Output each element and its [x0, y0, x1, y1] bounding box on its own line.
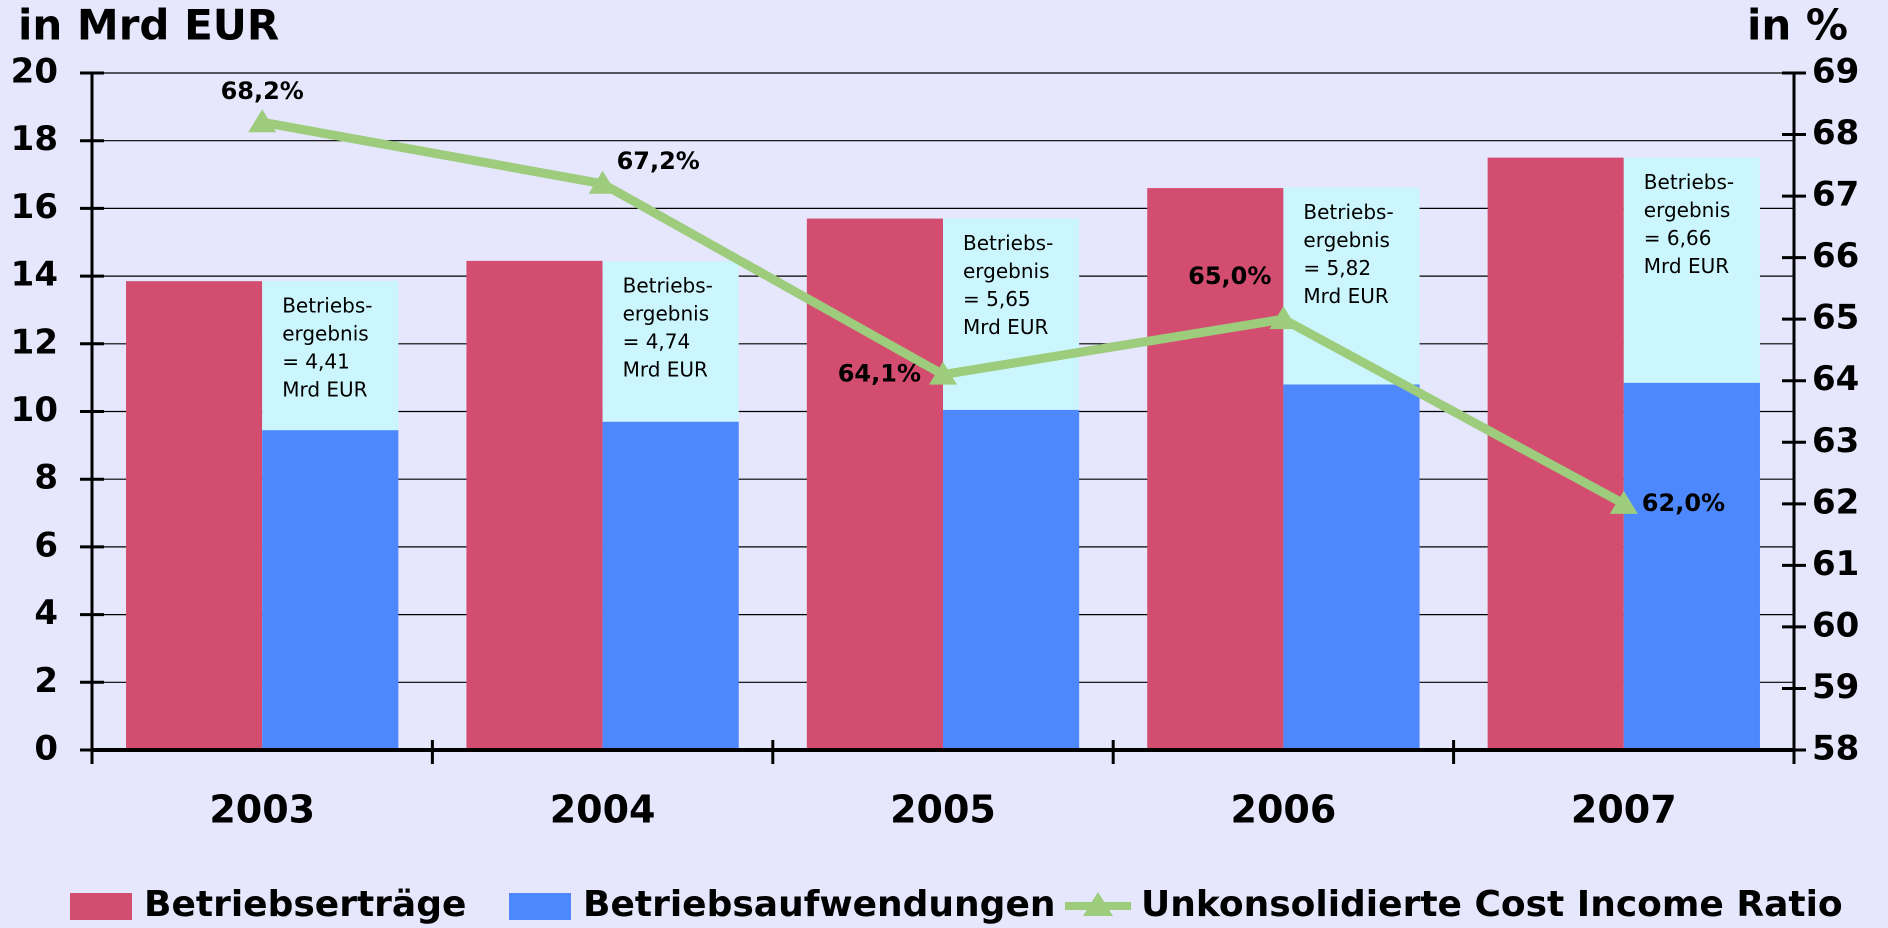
bar — [262, 430, 399, 750]
y-tick-label: 0 — [34, 729, 58, 769]
segment-label: Mrd EUR — [282, 377, 367, 401]
x-tick-label: 2005 — [890, 788, 996, 832]
stacked-segment — [943, 218, 1080, 410]
segment-label: Betriebs- — [1644, 170, 1734, 194]
segment-label: Mrd EUR — [623, 358, 708, 382]
y2-tick-label: 60 — [1812, 605, 1859, 645]
segment-label: = 5,82 — [1303, 256, 1371, 280]
x-tick-label: 2006 — [1231, 788, 1337, 832]
y-tick-label: 14 — [11, 255, 58, 295]
data-label: 64,1% — [838, 360, 921, 388]
line-marker — [929, 361, 957, 385]
stacked-segment — [602, 261, 739, 422]
legend-label: Betriebsaufwendungen — [583, 884, 1056, 925]
bar — [126, 281, 263, 750]
segment-label: Betriebs- — [623, 274, 713, 298]
data-label: 68,2% — [221, 77, 304, 105]
segment-label: Betriebs- — [282, 293, 372, 317]
bar — [806, 218, 943, 750]
y2-tick-label: 69 — [1812, 52, 1859, 92]
bar — [1147, 188, 1284, 751]
segment-label: ergebnis — [282, 321, 369, 345]
y-tick-label: 16 — [11, 187, 58, 227]
y-tick-label: 18 — [11, 119, 58, 159]
y2-tick-label: 63 — [1812, 421, 1859, 461]
bar — [602, 421, 739, 750]
y-tick-label: 10 — [11, 390, 58, 430]
y2-axis-label: in % — [1747, 1, 1848, 50]
y-tick-label: 8 — [34, 458, 58, 498]
line-marker — [1269, 306, 1298, 330]
y2-tick-label: 58 — [1812, 729, 1859, 769]
y-axis-label: in Mrd EUR — [18, 1, 279, 50]
y2-tick-label: 62 — [1812, 482, 1859, 522]
y2-tick-label: 59 — [1812, 667, 1859, 707]
segment-label: ergebnis — [1644, 198, 1731, 222]
data-label: 67,2% — [617, 147, 700, 175]
bar — [1487, 157, 1624, 750]
bar — [1283, 384, 1420, 750]
line-marker — [1609, 490, 1638, 514]
bar — [1623, 382, 1760, 750]
y2-tick-label: 66 — [1812, 236, 1859, 276]
segment-label: ergebnis — [1303, 228, 1390, 252]
legend-label: Betriebserträge — [144, 884, 466, 925]
segment-label: = 5,65 — [963, 287, 1031, 311]
y-tick-label: 2 — [34, 661, 58, 701]
segment-label: Betriebs- — [1303, 200, 1393, 224]
legend-swatch — [70, 893, 132, 920]
segment-label: ergebnis — [623, 302, 710, 326]
segment-label: Mrd EUR — [1303, 284, 1388, 308]
segment-label: ergebnis — [963, 259, 1050, 283]
legend-label: Unkonsolidierte Cost Income Ratio — [1141, 884, 1843, 925]
x-tick-label: 2004 — [550, 788, 656, 832]
y2-tick-label: 68 — [1812, 113, 1859, 153]
segment-label: Betriebs- — [963, 231, 1053, 255]
x-tick-label: 2003 — [209, 788, 315, 832]
segment-label: Mrd EUR — [1644, 254, 1729, 278]
bar — [943, 409, 1080, 750]
y2-tick-label: 67 — [1812, 175, 1859, 215]
segment-label: = 4,74 — [623, 330, 691, 354]
segment-label: Mrd EUR — [963, 315, 1048, 339]
y-tick-label: 6 — [34, 525, 58, 565]
stacked-segment — [1623, 157, 1760, 383]
stacked-segment — [262, 280, 399, 431]
segment-label: = 4,41 — [282, 349, 350, 373]
segment-label: = 6,66 — [1644, 226, 1712, 250]
legend-swatch — [1083, 892, 1113, 916]
y2-tick-label: 64 — [1812, 359, 1859, 399]
legend-swatch — [509, 893, 571, 920]
y2-tick-label: 61 — [1812, 544, 1859, 584]
x-tick-label: 2007 — [1571, 788, 1677, 832]
data-label: 65,0% — [1188, 262, 1271, 290]
line-marker — [248, 109, 277, 133]
bar — [466, 260, 603, 750]
y2-tick-label: 65 — [1812, 298, 1859, 338]
y-tick-label: 4 — [34, 593, 58, 633]
data-label: 62,0% — [1642, 489, 1725, 517]
y-tick-label: 12 — [11, 322, 58, 362]
line-marker — [588, 170, 617, 194]
y-tick-label: 20 — [11, 52, 58, 92]
